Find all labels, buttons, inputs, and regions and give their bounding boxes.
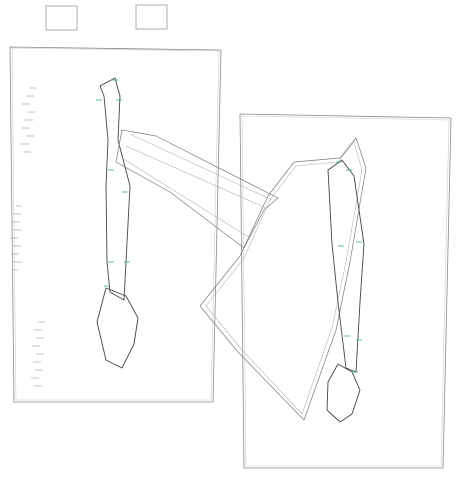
thumbnail-right[interactable] — [135, 4, 168, 30]
left-margin-notes — [10, 87, 45, 387]
right-sail-shape[interactable] — [199, 137, 367, 421]
connector-wedge[interactable] — [115, 129, 279, 249]
left-rod-shape[interactable] — [99, 77, 131, 301]
left-tick-marks — [96, 79, 130, 287]
left-sheet[interactable] — [9, 46, 222, 403]
right-bob-shape[interactable] — [326, 363, 361, 423]
right-rod-shape[interactable] — [327, 159, 365, 373]
right-sheet[interactable] — [199, 113, 452, 469]
thumbnail-left[interactable] — [45, 5, 78, 31]
right-tick-marks — [336, 161, 362, 373]
left-bob-shape[interactable] — [96, 287, 139, 369]
